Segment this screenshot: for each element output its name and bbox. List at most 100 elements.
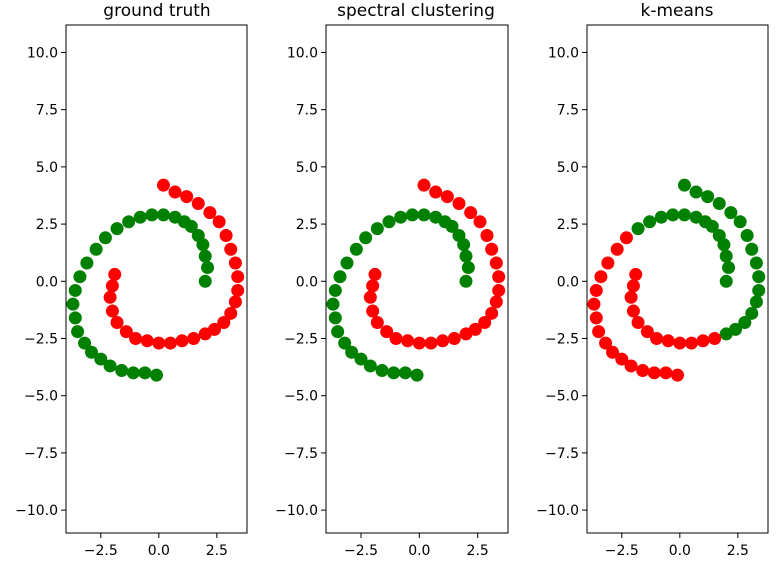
data-point xyxy=(619,231,633,245)
data-point xyxy=(708,331,722,345)
data-point xyxy=(647,366,661,380)
data-point xyxy=(198,249,212,263)
data-point xyxy=(722,261,736,275)
data-point xyxy=(375,364,389,378)
data-point xyxy=(168,185,182,199)
data-point xyxy=(363,290,377,304)
data-point xyxy=(745,242,759,256)
data-point xyxy=(394,210,408,224)
data-point xyxy=(459,327,473,341)
data-point xyxy=(696,334,710,348)
data-point xyxy=(643,215,657,229)
data-point xyxy=(108,267,122,281)
data-point xyxy=(677,208,691,222)
x-tick-label: −2.5 xyxy=(605,543,639,559)
y-tick-label: 2.5 xyxy=(36,217,58,233)
data-point xyxy=(231,270,245,284)
y-tick-label: −2.5 xyxy=(284,331,318,347)
data-point xyxy=(659,366,673,380)
data-point xyxy=(424,336,438,350)
data-point xyxy=(452,229,466,243)
data-point xyxy=(333,270,347,284)
data-point xyxy=(370,222,384,236)
data-point xyxy=(228,295,242,309)
data-point xyxy=(719,327,733,341)
data-point xyxy=(661,334,675,348)
data-point xyxy=(73,270,87,284)
x-tick-label: 2.5 xyxy=(206,543,228,559)
y-tick-label: −7.5 xyxy=(284,446,318,462)
data-point xyxy=(733,215,747,229)
data-point xyxy=(140,334,154,348)
data-point xyxy=(345,345,359,359)
y-tick-label: −10.0 xyxy=(15,503,58,519)
data-point xyxy=(119,325,133,339)
data-point xyxy=(224,242,238,256)
y-tick-label: −10.0 xyxy=(275,503,318,519)
y-tick-label: 7.5 xyxy=(557,103,579,119)
data-point xyxy=(673,336,687,350)
data-point xyxy=(749,295,763,309)
data-point xyxy=(340,256,354,270)
data-point xyxy=(640,325,654,339)
data-point xyxy=(180,190,194,204)
data-point xyxy=(452,196,466,210)
data-point xyxy=(380,325,394,339)
plot-frame xyxy=(586,24,769,534)
data-point xyxy=(719,249,733,263)
data-point xyxy=(328,283,342,297)
data-point xyxy=(480,229,494,243)
y-tick-label: −5.0 xyxy=(545,389,579,405)
data-point xyxy=(198,327,212,341)
y-tick-label: 7.5 xyxy=(36,103,58,119)
data-point xyxy=(594,270,608,284)
data-point xyxy=(152,336,166,350)
y-tick-label: 10.0 xyxy=(548,45,579,61)
data-point xyxy=(156,178,170,192)
x-tick-label: 0.0 xyxy=(148,543,170,559)
y-tick-label: 0.0 xyxy=(36,274,58,290)
data-point xyxy=(145,208,159,222)
data-point xyxy=(168,210,182,224)
data-point xyxy=(738,315,752,329)
data-point xyxy=(354,352,368,366)
data-point xyxy=(368,267,382,281)
data-point xyxy=(105,279,119,293)
data-point xyxy=(129,331,143,345)
data-point xyxy=(724,206,738,220)
points-layer xyxy=(326,178,506,382)
tick-layer: −10.0 −7.5 −5.0 −2.5 0.0 2.5 5.0 7.5 10.0 −2.5 0.0… xyxy=(275,45,489,559)
data-point xyxy=(349,242,363,256)
data-point xyxy=(666,208,680,222)
data-point xyxy=(599,336,613,350)
data-point xyxy=(740,229,754,243)
data-point xyxy=(624,359,638,373)
data-point xyxy=(417,208,431,222)
x-tick-label: −2.5 xyxy=(344,543,378,559)
data-point xyxy=(133,210,147,224)
y-tick-label: −5.0 xyxy=(284,389,318,405)
x-tick-label: 2.5 xyxy=(467,543,489,559)
data-point xyxy=(615,352,629,366)
y-tick-label: 5.0 xyxy=(557,160,579,176)
data-point xyxy=(429,185,443,199)
data-point xyxy=(366,304,380,318)
data-point xyxy=(338,336,352,350)
data-point xyxy=(440,190,454,204)
y-tick-label: −7.5 xyxy=(545,446,579,462)
data-point xyxy=(719,274,733,288)
data-point xyxy=(671,368,684,382)
data-point xyxy=(701,190,715,204)
data-point xyxy=(201,261,215,275)
data-point xyxy=(429,210,443,224)
data-point xyxy=(410,368,424,382)
data-point xyxy=(626,279,640,293)
data-point xyxy=(68,311,82,325)
data-point xyxy=(447,331,461,345)
data-point xyxy=(163,336,177,350)
y-tick-label: −10.0 xyxy=(536,503,579,519)
data-point xyxy=(745,306,759,320)
data-point xyxy=(217,315,231,329)
points-layer xyxy=(587,178,766,382)
y-tick-label: 0.0 xyxy=(557,274,579,290)
